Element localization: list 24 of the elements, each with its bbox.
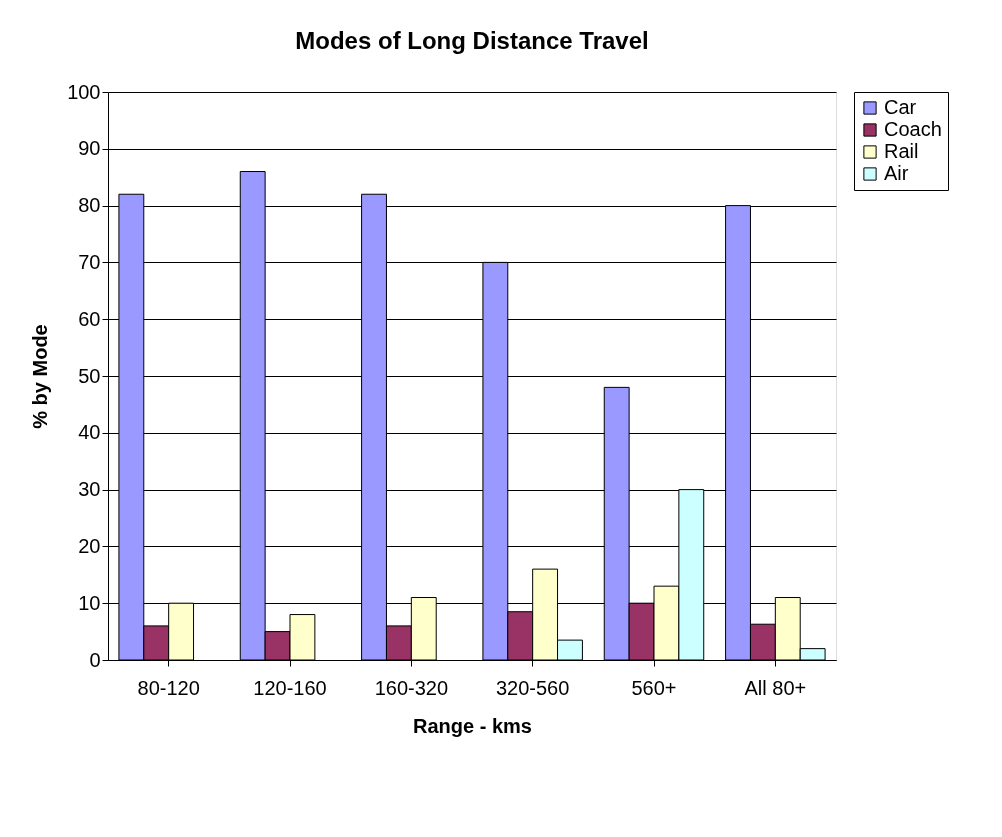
y-tick-label: 90 — [78, 137, 101, 160]
y-tick-label: 100 — [67, 80, 101, 103]
x-tick-label: 80-120 — [137, 676, 200, 699]
legend-label: Coach — [884, 118, 942, 140]
legend-label: Car — [884, 96, 917, 118]
x-tick-label: 160-320 — [374, 676, 449, 699]
legend-label: Rail — [884, 140, 919, 162]
y-tick-label: 50 — [78, 364, 101, 387]
y-tick-label: 10 — [78, 591, 101, 614]
y-axis-title: % by Mode — [29, 324, 52, 429]
x-tick-label: All 80+ — [744, 676, 807, 699]
y-tick-label: 80 — [78, 194, 101, 217]
y-tick-label: 20 — [78, 534, 101, 557]
y-tick-label: 40 — [78, 421, 101, 444]
x-tick-label: 560+ — [631, 676, 677, 699]
y-tick-label: 0 — [89, 648, 101, 671]
legend-label: Air — [884, 162, 909, 184]
y-tick-label: 60 — [78, 307, 101, 330]
x-axis-title: Range - kms — [413, 714, 532, 737]
y-tick-label: 70 — [78, 250, 101, 273]
y-tick-label: 30 — [78, 478, 101, 501]
chart-title: Modes of Long Distance Travel — [295, 27, 649, 54]
x-tick-label: 120-160 — [253, 676, 327, 699]
x-tick-label: 320-560 — [495, 676, 570, 699]
